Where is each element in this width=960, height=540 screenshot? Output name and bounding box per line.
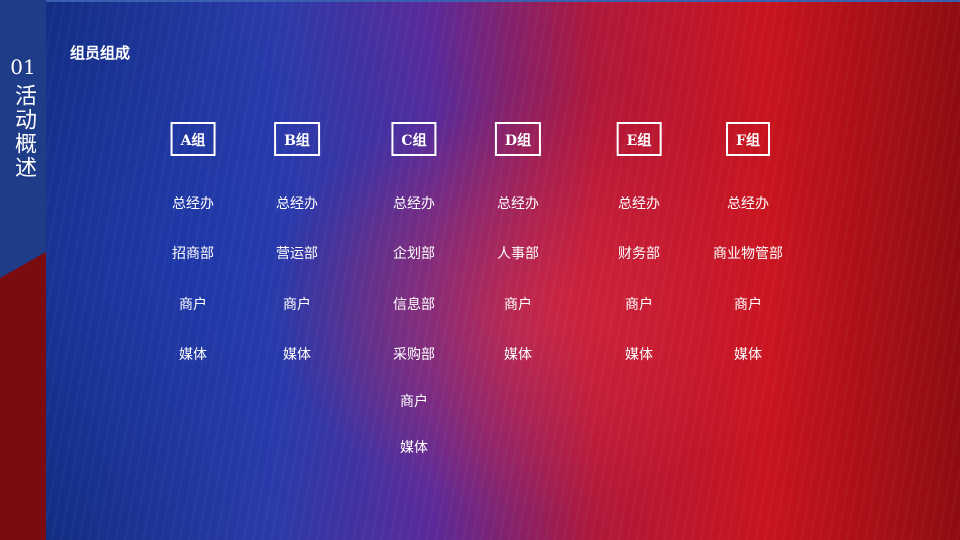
group-member: 总经办 — [393, 196, 435, 212]
group-member: 总经办 — [497, 196, 539, 212]
group-member: 财务部 — [618, 246, 660, 262]
group-member: 媒体 — [400, 440, 428, 456]
page-title: 组员组成 — [70, 44, 131, 62]
group-label: E组 — [616, 122, 662, 156]
group-member: 营运部 — [276, 246, 318, 262]
side-heading: 01 活动概述 — [0, 50, 46, 180]
group-member: 总经办 — [276, 196, 318, 212]
group-label: C组 — [391, 122, 437, 156]
group-column: D组总经办人事部商户媒体 — [463, 0, 573, 540]
group-member: 媒体 — [179, 347, 207, 363]
group-member: 商业物管部 — [713, 246, 783, 262]
group-member: 商户 — [625, 297, 653, 313]
group-member: 商户 — [283, 297, 311, 313]
group-label: D组 — [494, 122, 542, 156]
group-member: 商户 — [179, 297, 207, 313]
group-member: 商户 — [400, 394, 428, 410]
group-label: A组 — [170, 122, 216, 156]
side-panel-red-accent — [0, 252, 46, 540]
group-member: 信息部 — [393, 297, 435, 313]
section-heading: 活动概述 — [11, 84, 36, 180]
group-column: F组总经办商业物管部商户媒体 — [693, 0, 803, 540]
group-member: 总经办 — [618, 196, 660, 212]
group-member: 媒体 — [625, 347, 653, 363]
group-label: B组 — [274, 122, 320, 156]
group-member: 招商部 — [172, 246, 214, 262]
group-member: 采购部 — [393, 347, 435, 363]
group-member: 企划部 — [393, 246, 435, 262]
group-member: 媒体 — [734, 347, 762, 363]
group-member: 人事部 — [497, 246, 539, 262]
group-column: C组总经办企划部信息部采购部商户媒体 — [359, 0, 469, 540]
group-member: 总经办 — [727, 196, 769, 212]
group-label: F组 — [726, 122, 770, 156]
top-border — [0, 0, 960, 2]
group-member: 总经办 — [172, 196, 214, 212]
group-member: 媒体 — [283, 347, 311, 363]
group-member: 商户 — [504, 297, 532, 313]
group-column: B组总经办营运部商户媒体 — [242, 0, 352, 540]
section-number: 01 — [10, 55, 36, 79]
group-column: A组总经办招商部商户媒体 — [138, 0, 248, 540]
group-member: 媒体 — [504, 347, 532, 363]
group-member: 商户 — [734, 297, 762, 313]
group-column: E组总经办财务部商户媒体 — [584, 0, 694, 540]
